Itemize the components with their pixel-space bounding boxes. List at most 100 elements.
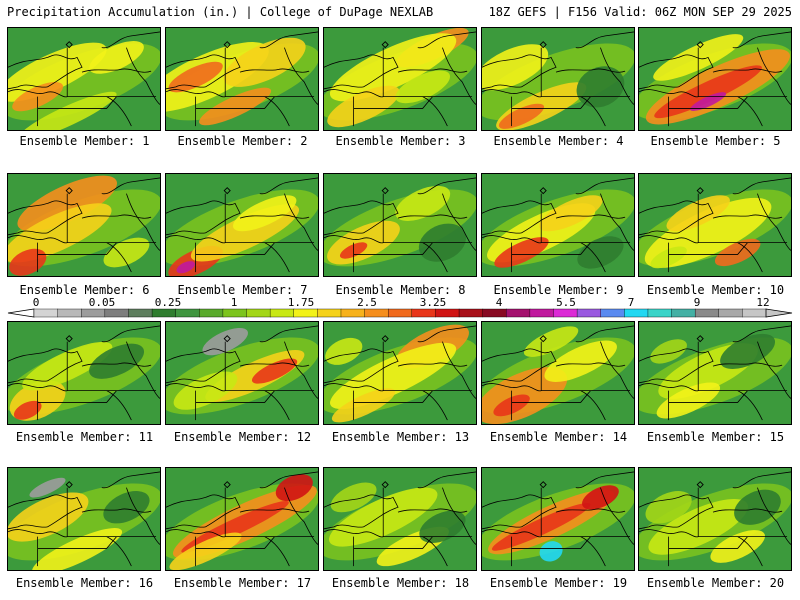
map-outline [555, 508, 626, 513]
map-outline [224, 47, 315, 98]
precip-shading [176, 261, 195, 274]
map-outline [639, 348, 714, 384]
map-outline [482, 494, 557, 530]
map-outline [555, 214, 626, 219]
ensemble-map-panel [165, 467, 319, 571]
precip-map-svg [166, 174, 318, 276]
map-outline [442, 487, 476, 545]
precip-map-svg [482, 28, 634, 130]
map-outline [639, 54, 714, 90]
precip-shading [173, 371, 238, 410]
map-outline [639, 89, 699, 98]
map-outline [106, 536, 132, 567]
ensemble-map-panel [323, 173, 477, 277]
precip-map-svg [482, 468, 634, 570]
precip-shading [8, 42, 107, 102]
map-outline [66, 193, 157, 244]
map-outline [697, 487, 788, 538]
map-outline [126, 47, 160, 105]
ensemble-member-label: Ensemble Member: 4 [493, 134, 624, 148]
scale-color-swatch [387, 308, 413, 318]
map-outline [239, 68, 310, 73]
ensemble-member-label: Ensemble Member: 13 [331, 430, 470, 444]
scale-tick-label: 12 [756, 296, 770, 309]
precip-map-svg [8, 322, 160, 424]
scale-tick-label: 1 [230, 296, 238, 309]
precip-shading [482, 43, 634, 121]
map-outline [8, 200, 83, 236]
map-outline [284, 47, 318, 105]
scale-color-swatch [246, 308, 271, 318]
map-outline [264, 536, 290, 567]
map-outline [382, 193, 473, 244]
precip-shading [327, 85, 400, 128]
precip-map-svg [639, 28, 791, 130]
scale-color-swatch [435, 308, 460, 318]
ensemble-map-panel [165, 321, 319, 425]
map-outline [712, 214, 783, 219]
precip-shading [645, 491, 692, 524]
diamond-marker-icon [65, 187, 73, 195]
precip-map-svg [639, 322, 791, 424]
scale-color-swatch [482, 308, 507, 318]
ensemble-map-panel [165, 27, 319, 131]
map-outline [101, 471, 160, 489]
precip-shading [330, 342, 457, 410]
precip-shading [330, 482, 377, 513]
map-outline [106, 390, 132, 421]
map-outline [8, 348, 83, 384]
ensemble-map-panel [638, 467, 792, 571]
precip-shading [29, 477, 66, 498]
map-outline [81, 362, 152, 367]
scale-color-swatch [81, 308, 106, 318]
map-outline [166, 54, 241, 90]
map-outline [264, 242, 290, 273]
map-outline [712, 68, 783, 73]
diamond-marker-icon [223, 481, 231, 489]
map-outline [224, 193, 315, 244]
map-outline [580, 96, 606, 127]
scale-color-swatch [317, 308, 342, 318]
map-outline [482, 383, 542, 392]
scale-color-swatch [529, 308, 554, 318]
scale-color-swatch [293, 308, 318, 318]
scale-tick-label: 9 [693, 296, 701, 309]
map-outline [397, 214, 468, 219]
map-outline [639, 494, 714, 530]
scale-color-swatch [151, 308, 177, 318]
precip-shading [89, 41, 144, 74]
map-outline [540, 341, 631, 392]
map-outline [600, 341, 634, 399]
ensemble-member-label: Ensemble Member: 8 [335, 283, 466, 297]
precip-shading [656, 382, 721, 419]
scale-tick-label: 3.25 [419, 296, 447, 309]
map-outline [101, 31, 160, 49]
scale-tick-label: 1.75 [287, 296, 315, 309]
precip-shading [734, 489, 781, 525]
scale-color-swatch [600, 308, 625, 318]
scale-color-swatch [718, 308, 743, 318]
map-outline [8, 89, 68, 98]
map-outline [106, 96, 132, 127]
ensemble-member-label: Ensemble Member: 19 [489, 576, 628, 590]
scale-right-arrow [765, 308, 793, 318]
ensemble-member-label: Ensemble Member: 18 [331, 576, 470, 590]
precip-map-svg [324, 28, 476, 130]
precip-shading [654, 65, 762, 119]
precip-map-svg [639, 468, 791, 570]
map-outline [382, 487, 473, 538]
ensemble-map-panel [165, 173, 319, 277]
map-outline [284, 193, 318, 251]
diamond-marker-icon [381, 481, 389, 489]
precip-map-svg [639, 174, 791, 276]
map-outline [482, 54, 557, 90]
diamond-marker-icon [65, 41, 73, 49]
map-outline [757, 341, 791, 399]
ensemble-map-panel [638, 27, 792, 131]
map-outline [712, 508, 783, 513]
precip-shading [498, 103, 545, 129]
ensemble-member-label: Ensemble Member: 6 [19, 283, 150, 297]
precip-shading [650, 339, 687, 364]
map-outline [737, 536, 763, 567]
ensemble-map-panel [638, 321, 792, 425]
